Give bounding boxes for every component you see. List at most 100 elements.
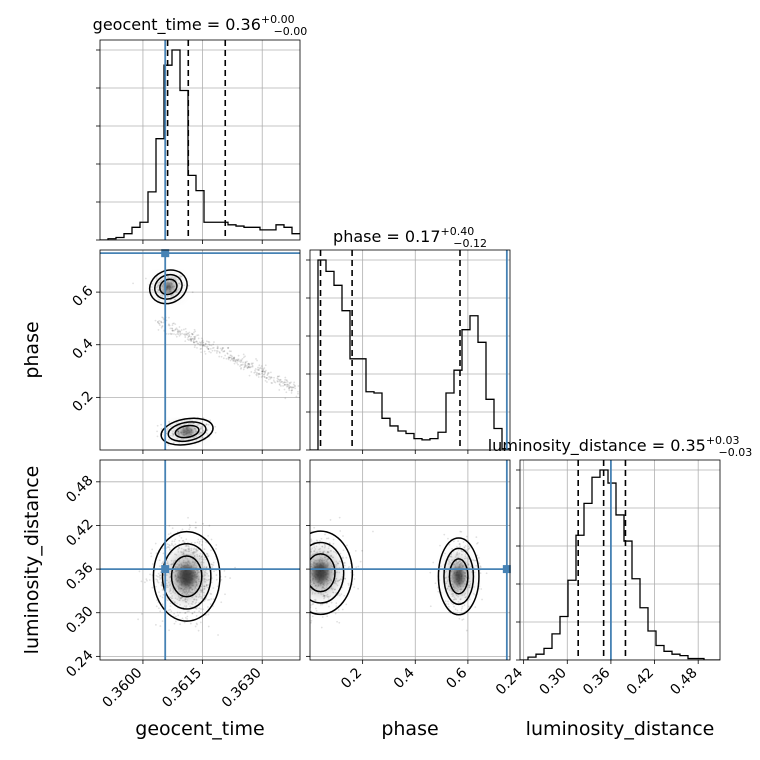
scatter-point	[321, 545, 324, 548]
scatter-point	[240, 359, 243, 361]
scatter-point	[294, 586, 296, 588]
scatter-point	[214, 431, 217, 434]
scatter-point	[228, 350, 231, 353]
scatter-point	[227, 347, 229, 350]
scatter-point	[169, 544, 171, 547]
scatter-point	[195, 340, 198, 343]
scatter-point	[170, 559, 173, 562]
scatter-point	[188, 528, 191, 531]
scatter-point	[205, 346, 208, 349]
scatter-point	[330, 601, 333, 604]
scatter-point	[240, 360, 243, 363]
scatter-point	[221, 347, 224, 350]
scatter-point	[298, 601, 300, 603]
scatter-point	[297, 580, 299, 582]
scatter-point	[173, 276, 176, 279]
scatter-point	[256, 372, 259, 375]
scatter-point	[192, 548, 195, 551]
scatter-point	[311, 547, 314, 550]
scatter-point	[174, 597, 177, 600]
scatter-point	[305, 567, 307, 569]
scatter-point	[160, 423, 163, 426]
scatter-point	[467, 545, 470, 548]
scatter-point	[186, 338, 189, 341]
scatter-point	[179, 603, 181, 606]
scatter-point	[452, 603, 455, 606]
scatter-point	[267, 372, 270, 374]
scatter-point	[160, 584, 163, 587]
scatter-point	[345, 603, 348, 606]
scatter-point	[339, 594, 341, 597]
scatter-point	[289, 382, 291, 385]
scatter-point	[292, 561, 294, 563]
scatter-point	[305, 582, 307, 584]
scatter-point	[179, 331, 181, 333]
scatter-point	[348, 565, 351, 568]
scatter-point	[230, 350, 232, 353]
scatter-point	[188, 335, 191, 338]
scatter-point	[305, 556, 307, 558]
scatter-point	[302, 593, 304, 595]
scatter-point	[174, 601, 177, 604]
scatter-point	[246, 360, 248, 363]
scatter-point	[158, 576, 161, 578]
scatter-point	[276, 380, 279, 383]
scatter-point	[324, 533, 326, 536]
scatter-point	[281, 605, 283, 607]
scatter-point	[155, 290, 158, 293]
scatter-point	[205, 552, 208, 555]
scatter-point	[319, 539, 321, 542]
scatter-point	[159, 576, 162, 579]
scatter-point	[205, 566, 208, 569]
scatter-point	[276, 377, 279, 380]
scatter-point	[276, 380, 279, 382]
scatter-point	[187, 423, 190, 425]
scatter-point	[301, 601, 303, 603]
scatter-point	[184, 549, 186, 552]
scatter-point	[292, 386, 294, 389]
scatter-point	[201, 591, 204, 594]
scatter-point	[464, 545, 467, 547]
scatter-point	[178, 535, 181, 537]
scatter-point	[288, 389, 291, 392]
scatter-point	[190, 338, 192, 341]
scatter-point	[288, 381, 291, 384]
scatter-point	[225, 357, 228, 360]
scatter-point	[159, 625, 162, 627]
scatter-point	[224, 575, 227, 578]
scatter-point	[304, 585, 306, 587]
scatter-point	[167, 444, 170, 446]
scatter-point	[341, 557, 344, 560]
scatter-point	[284, 383, 286, 386]
scatter-point	[212, 587, 215, 589]
scatter-point	[201, 560, 203, 563]
scatter-point	[332, 542, 335, 545]
scatter-point	[282, 382, 285, 385]
scatter-point	[185, 605, 188, 607]
scatter-point	[188, 333, 191, 336]
scatter-point	[248, 374, 251, 377]
scatter-point	[277, 375, 280, 378]
scatter-point	[155, 276, 158, 278]
scatter-point	[168, 590, 171, 593]
panel-border	[99, 249, 301, 451]
scatter-point	[162, 316, 164, 319]
scatter-point	[280, 380, 283, 383]
scatter-point	[187, 602, 190, 605]
xlabel-phase: phase	[381, 718, 438, 740]
scatter-point	[315, 545, 318, 548]
scatter-point	[327, 598, 330, 601]
scatter-point	[310, 548, 312, 551]
scatter-point	[156, 575, 159, 578]
scatter-point	[234, 360, 237, 362]
scatter-point	[168, 546, 171, 549]
scatter-point	[166, 295, 169, 298]
scatter-point	[328, 605, 330, 608]
scatter-point	[196, 549, 199, 552]
scatter-point	[150, 286, 153, 288]
scatter-point	[155, 552, 158, 555]
scatter-point	[265, 377, 268, 379]
scatter-point	[332, 591, 334, 594]
scatter-point	[205, 585, 208, 588]
scatter-point	[465, 629, 468, 632]
